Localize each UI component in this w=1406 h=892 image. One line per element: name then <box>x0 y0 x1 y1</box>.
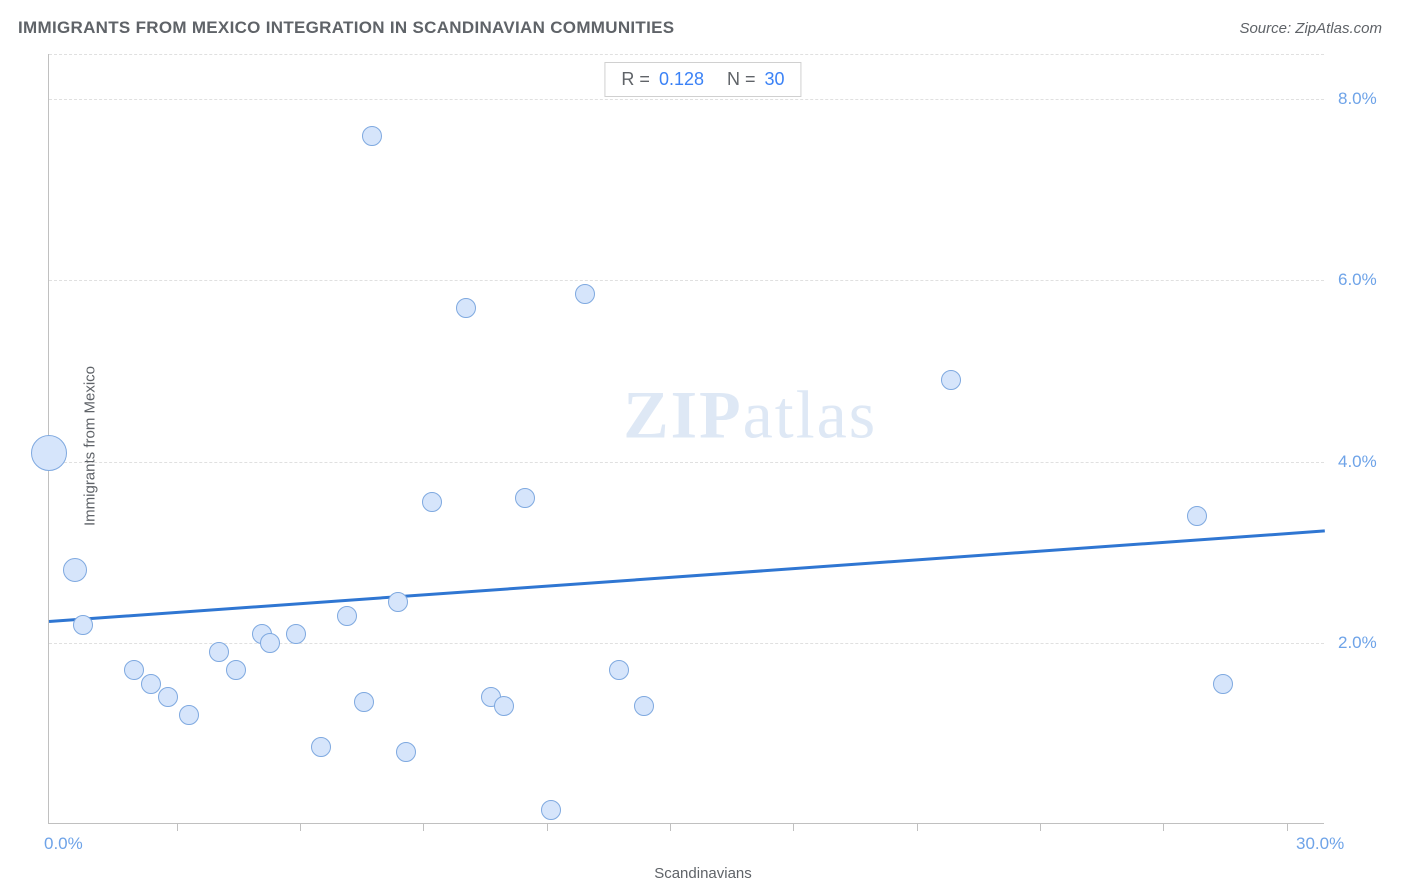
legend-r-key: R = <box>621 69 650 89</box>
data-point <box>422 492 442 512</box>
data-point <box>141 674 161 694</box>
data-point <box>73 615 93 635</box>
legend-r-value: 0.128 <box>659 69 704 89</box>
watermark-bold: ZIP <box>623 377 742 453</box>
x-tick <box>177 823 178 831</box>
data-point <box>179 705 199 725</box>
x-tick <box>793 823 794 831</box>
watermark-light: atlas <box>743 377 878 453</box>
data-point <box>31 435 67 471</box>
x-tick <box>300 823 301 831</box>
data-point <box>494 696 514 716</box>
y-tick-label: 4.0% <box>1338 452 1377 472</box>
x-tick <box>1040 823 1041 831</box>
data-point <box>260 633 280 653</box>
x-tick <box>1287 823 1288 831</box>
data-point <box>575 284 595 304</box>
chart-plot-area: ZIPatlas <box>48 54 1324 824</box>
data-point <box>286 624 306 644</box>
x-axis-min: 0.0% <box>44 834 83 854</box>
data-point <box>226 660 246 680</box>
gridline <box>49 99 1324 100</box>
data-point <box>337 606 357 626</box>
data-point <box>158 687 178 707</box>
data-point <box>541 800 561 820</box>
data-point <box>456 298 476 318</box>
x-tick <box>1163 823 1164 831</box>
legend-n-value: 30 <box>765 69 785 89</box>
data-point <box>396 742 416 762</box>
data-point <box>609 660 629 680</box>
data-point <box>354 692 374 712</box>
gridline <box>49 643 1324 644</box>
x-tick <box>670 823 671 831</box>
y-tick-label: 8.0% <box>1338 89 1377 109</box>
y-tick-label: 2.0% <box>1338 633 1377 653</box>
x-tick <box>423 823 424 831</box>
data-point <box>362 126 382 146</box>
data-point <box>515 488 535 508</box>
data-point <box>941 370 961 390</box>
x-tick <box>917 823 918 831</box>
data-point <box>209 642 229 662</box>
gridline <box>49 54 1324 55</box>
gridline <box>49 462 1324 463</box>
data-point <box>63 558 87 582</box>
y-tick-label: 6.0% <box>1338 270 1377 290</box>
data-point <box>1213 674 1233 694</box>
watermark: ZIPatlas <box>623 376 877 455</box>
trend-line <box>49 530 1325 623</box>
x-axis-label: Scandinavians <box>654 865 752 882</box>
data-point <box>124 660 144 680</box>
data-point <box>634 696 654 716</box>
source-attribution: Source: ZipAtlas.com <box>1239 20 1382 37</box>
data-point <box>311 737 331 757</box>
stats-legend: R = 0.128 N = 30 <box>604 62 801 97</box>
data-point <box>1187 506 1207 526</box>
legend-n-key: N = <box>727 69 756 89</box>
data-point <box>388 592 408 612</box>
x-tick <box>547 823 548 831</box>
gridline <box>49 280 1324 281</box>
page-title: IMMIGRANTS FROM MEXICO INTEGRATION IN SC… <box>18 18 674 38</box>
x-axis-max: 30.0% <box>1296 834 1344 854</box>
